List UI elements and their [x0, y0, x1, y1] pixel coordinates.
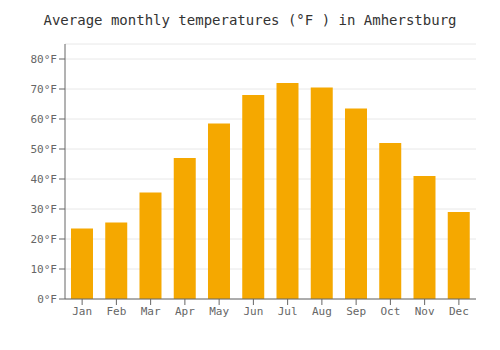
- svg-text:10°F: 10°F: [31, 263, 58, 276]
- svg-text:Nov: Nov: [415, 305, 435, 318]
- svg-text:Dec: Dec: [449, 305, 469, 318]
- svg-text:Jun: Jun: [243, 305, 263, 318]
- svg-text:40°F: 40°F: [31, 173, 58, 186]
- svg-text:Jul: Jul: [278, 305, 298, 318]
- svg-text:Feb: Feb: [106, 305, 126, 318]
- html-text:Average monthly temperatures (: Average monthly temperatures (°F ) in Am…: [43, 12, 457, 28]
- svg-text:50°F: 50°F: [31, 143, 58, 156]
- svg-text:Oct: Oct: [380, 305, 400, 318]
- svg-text:Mar: Mar: [141, 305, 161, 318]
- svg-text:30°F: 30°F: [31, 203, 58, 216]
- svg-text:0°F: 0°F: [37, 293, 57, 306]
- svg-text:20°F: 20°F: [31, 233, 58, 246]
- svg-text:Sep: Sep: [346, 305, 366, 318]
- svg-text:80°F: 80°F: [31, 53, 58, 66]
- svg-text:May: May: [209, 305, 229, 318]
- svg-text:70°F: 70°F: [31, 83, 58, 96]
- svg-text:Jan: Jan: [72, 305, 92, 318]
- svg-text:Apr: Apr: [175, 305, 195, 318]
- svg-text:60°F: 60°F: [31, 113, 58, 126]
- svg-text:Aug: Aug: [312, 305, 332, 318]
